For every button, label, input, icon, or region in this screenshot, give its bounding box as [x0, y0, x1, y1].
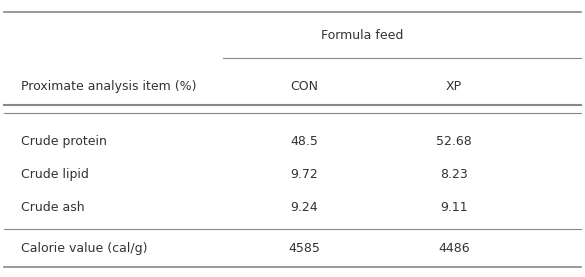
Text: Crude ash: Crude ash — [22, 201, 85, 214]
Text: Formula feed: Formula feed — [321, 29, 403, 42]
Text: Crude lipid: Crude lipid — [22, 168, 90, 181]
Text: Crude protein: Crude protein — [22, 135, 107, 148]
Text: 4486: 4486 — [438, 242, 470, 255]
Text: 8.23: 8.23 — [440, 168, 468, 181]
Text: 9.11: 9.11 — [440, 201, 468, 214]
Text: Proximate analysis item (%): Proximate analysis item (%) — [22, 79, 197, 93]
Text: Calorie value (cal/g): Calorie value (cal/g) — [22, 242, 148, 255]
Text: 9.24: 9.24 — [290, 201, 318, 214]
Text: XP: XP — [446, 79, 462, 93]
Text: 52.68: 52.68 — [436, 135, 472, 148]
Text: 48.5: 48.5 — [290, 135, 318, 148]
Text: 9.72: 9.72 — [290, 168, 318, 181]
Text: 4585: 4585 — [288, 242, 320, 255]
Text: CON: CON — [290, 79, 318, 93]
